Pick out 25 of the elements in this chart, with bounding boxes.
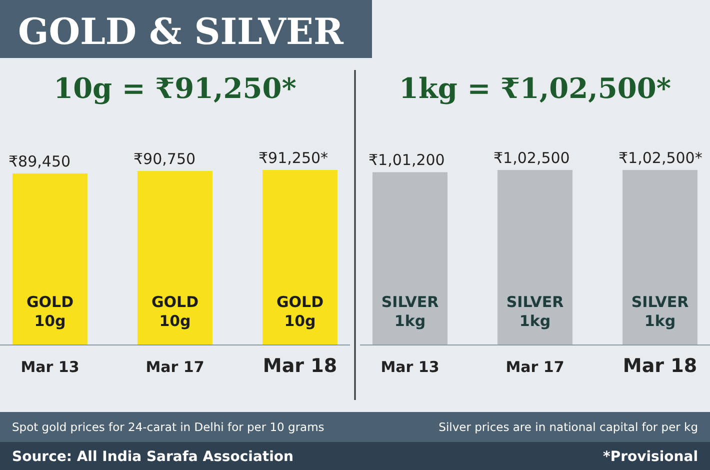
annotation: SILVER 1kg [506, 293, 564, 330]
annotation: GOLD 10g [276, 293, 324, 330]
annotation: GOLD 10g [26, 293, 74, 330]
data-label: ₹91,250* [258, 149, 329, 167]
chart-title: GOLD & SILVER [18, 11, 344, 53]
data-label: ₹89,450 [8, 152, 71, 170]
x-tick-label: Mar 18 [622, 355, 698, 377]
annotation: SILVER 1kg [631, 293, 690, 330]
data-label: ₹90,750 [134, 150, 196, 168]
annotation: GOLD 10g [151, 293, 199, 330]
data-label: ₹1,02,500 [494, 149, 570, 167]
annotation: SILVER 1kg [381, 293, 440, 330]
chart-subtitle: 1kg = ₹1,02,500* [399, 72, 672, 105]
data-label: ₹1,01,200 [368, 151, 445, 170]
source-note: Source: All India Sarafa Association [12, 449, 294, 465]
text: *Provisional [603, 449, 698, 465]
x-tick-label: Mar 17 [506, 358, 564, 376]
text: Silver prices are in national capital for per kg [438, 420, 698, 434]
chart-subtitle: 10g = ₹91,250* [54, 72, 297, 105]
x-tick-label: Mar 18 [262, 355, 338, 377]
data-label: ₹1,02,500* [618, 149, 703, 167]
x-tick-label: Mar 17 [146, 358, 204, 376]
x-tick-label: Mar 13 [20, 358, 80, 376]
text: Spot gold prices for 24-carat in Delhi for per 10 grams [12, 420, 324, 434]
x-tick-label: Mar 13 [380, 358, 440, 376]
